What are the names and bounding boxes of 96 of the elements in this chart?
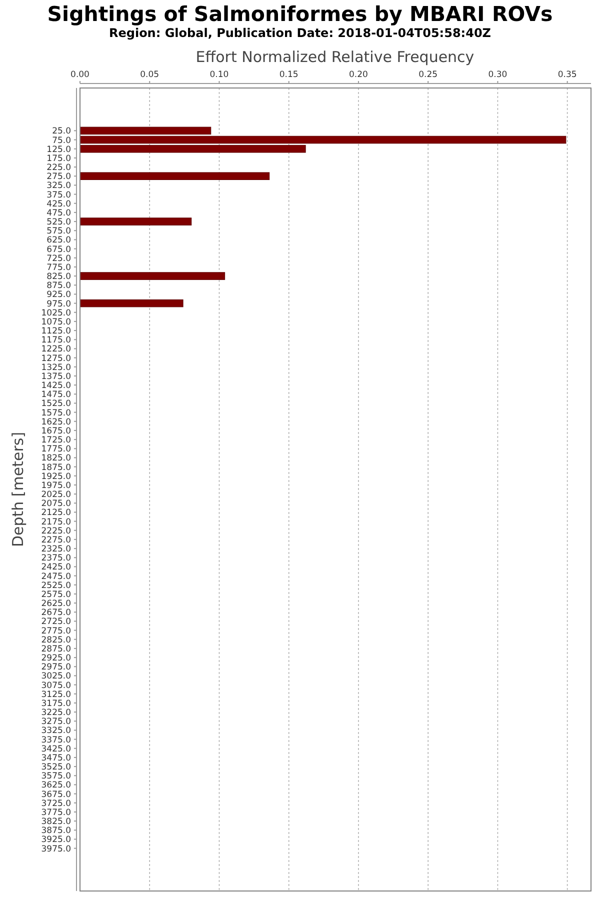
y-tick-label: 275.0 <box>46 172 71 182</box>
y-tick-label: 3925.0 <box>41 835 71 846</box>
y-tick-label: 1475.0 <box>41 390 71 400</box>
y-tick-label: 1275.0 <box>41 354 71 364</box>
y-tick-label: 3375.0 <box>41 735 71 746</box>
y-tick-label: 1925.0 <box>41 472 71 482</box>
y-tick-label: 2425.0 <box>41 562 71 573</box>
y-tick-label: 375.0 <box>46 190 71 200</box>
y-tick-label: 2525.0 <box>41 580 71 591</box>
y-tick-label: 1325.0 <box>41 362 71 373</box>
y-tick-label: 1075.0 <box>41 317 71 328</box>
y-tick-label: 2725.0 <box>41 617 71 628</box>
y-tick-label: 25.0 <box>52 126 71 137</box>
x-axis-title: Effort Normalized Relative Frequency <box>196 48 474 66</box>
x-tick-label: 0.10 <box>210 70 229 80</box>
y-tick-label: 3325.0 <box>41 726 71 736</box>
y-tick-label: 2675.0 <box>41 608 71 618</box>
y-tick-label: 575.0 <box>46 226 71 237</box>
y-tick-label: 975.0 <box>46 299 71 310</box>
y-tick-label: 675.0 <box>46 244 71 255</box>
y-tick-label: 2925.0 <box>41 654 71 664</box>
y-tick-label: 2575.0 <box>41 590 71 600</box>
y-tick-label: 925.0 <box>46 290 71 300</box>
x-tick-label: 0.05 <box>140 70 160 80</box>
x-tick-label: 0.35 <box>558 70 577 80</box>
x-tick-label: 0.00 <box>70 70 90 80</box>
y-tick-label: 625.0 <box>46 236 71 246</box>
y-tick-label: 2225.0 <box>41 526 71 536</box>
y-tick-label: 3125.0 <box>41 690 71 700</box>
y-tick-label: 3475.0 <box>41 753 71 764</box>
x-tick-label: 0.25 <box>418 70 438 80</box>
y-tick-label: 75.0 <box>52 136 71 146</box>
y-tick-label: 475.0 <box>46 208 71 218</box>
y-tick-label: 725.0 <box>46 254 71 264</box>
y-tick-label: 2475.0 <box>41 572 71 582</box>
bar <box>80 172 270 180</box>
y-tick-label: 2375.0 <box>41 554 71 564</box>
y-tick-label: 1525.0 <box>41 399 71 410</box>
y-tick-label: 2075.0 <box>41 499 71 510</box>
y-tick-label: 2025.0 <box>41 490 71 500</box>
y-tick-label: 1975.0 <box>41 480 71 491</box>
y-tick-label: 2825.0 <box>41 635 71 646</box>
y-tick-label: 1425.0 <box>41 381 71 392</box>
y-tick-label: 1725.0 <box>41 436 71 446</box>
y-tick-label: 2275.0 <box>41 535 71 546</box>
y-tick-label: 1225.0 <box>41 344 71 355</box>
y-tick-label: 3025.0 <box>41 672 71 682</box>
bar <box>80 272 226 280</box>
chart-subtitle: Region: Global, Publication Date: 2018-01-04T05:58:40Z <box>108 26 492 40</box>
x-tick-label: 0.30 <box>488 70 508 80</box>
x-tick-label: 0.20 <box>349 70 368 80</box>
y-tick-label: 2625.0 <box>41 599 71 610</box>
y-tick-label: 1825.0 <box>41 454 71 464</box>
y-tick-label: 3075.0 <box>41 680 71 691</box>
y-tick-label: 3225.0 <box>41 708 71 718</box>
y-tick-label: 3825.0 <box>41 817 71 828</box>
chart-title: Sightings of Salmoniformes by MBARI ROVs <box>47 2 553 26</box>
y-tick-label: 1575.0 <box>41 408 71 418</box>
y-tick-label: 3725.0 <box>41 798 71 809</box>
y-tick-label: 1125.0 <box>41 326 71 337</box>
y-tick-label: 825.0 <box>46 272 71 282</box>
y-tick-label: 525.0 <box>46 218 71 228</box>
y-tick-label: 1175.0 <box>41 336 71 346</box>
y-tick-label: 875.0 <box>46 281 71 292</box>
y-tick-label: 1025.0 <box>41 308 71 318</box>
y-tick-label: 2325.0 <box>41 544 71 555</box>
y-tick-label: 3175.0 <box>41 698 71 709</box>
bar <box>80 218 192 226</box>
y-tick-label: 3775.0 <box>41 808 71 818</box>
y-tick-label: 425.0 <box>46 199 71 210</box>
y-tick-label: 175.0 <box>46 154 71 164</box>
y-tick-label: 3875.0 <box>41 826 71 836</box>
y-tick-label: 1625.0 <box>41 417 71 428</box>
y-tick-label: 1875.0 <box>41 462 71 473</box>
bar <box>80 299 184 308</box>
y-tick-label: 2775.0 <box>41 626 71 636</box>
y-tick-label: 775.0 <box>46 262 71 273</box>
y-tick-label: 3975.0 <box>41 844 71 854</box>
y-tick-label: 125.0 <box>46 144 71 155</box>
y-tick-label: 2875.0 <box>41 644 71 654</box>
y-axis-title: Depth [meters] <box>9 432 27 548</box>
y-tick-label: 3575.0 <box>41 772 71 782</box>
y-tick-label: 3625.0 <box>41 780 71 791</box>
y-tick-label: 325.0 <box>46 181 71 192</box>
y-tick-label: 1675.0 <box>41 426 71 436</box>
y-tick-label: 1775.0 <box>41 444 71 455</box>
y-tick-label: 1375.0 <box>41 372 71 382</box>
y-tick-label: 3425.0 <box>41 744 71 754</box>
y-tick-label: 2175.0 <box>41 517 71 528</box>
y-tick-label: 225.0 <box>46 163 71 174</box>
y-tick-label: 3675.0 <box>41 790 71 800</box>
y-tick-label: 3525.0 <box>41 762 71 773</box>
x-tick-label: 0.15 <box>279 70 298 80</box>
y-tick-label: 2125.0 <box>41 508 71 518</box>
y-tick-label: 2975.0 <box>41 662 71 673</box>
y-tick-label: 3275.0 <box>41 717 71 728</box>
